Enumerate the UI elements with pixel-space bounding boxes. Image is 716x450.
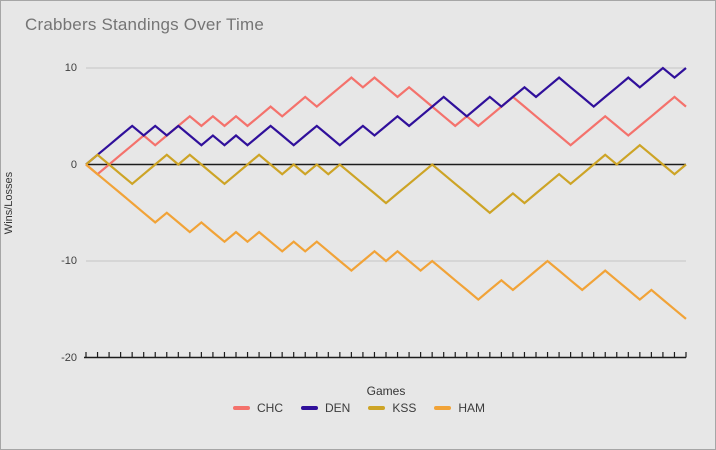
chart-title: Crabbers Standings Over Time xyxy=(25,15,264,34)
y-tick-label: -20 xyxy=(61,351,77,364)
series-line-CHC xyxy=(85,76,687,176)
legend-swatch-KSS xyxy=(368,406,386,410)
series-line-KSS xyxy=(85,143,687,215)
legend-item-DEN[interactable]: DEN xyxy=(300,401,351,415)
legend: CHC DEN KSS HAM xyxy=(1,401,715,415)
legend-swatch-HAM xyxy=(434,406,452,410)
series-line-DEN xyxy=(85,66,687,166)
legend-swatch-CHC xyxy=(232,406,250,410)
legend-label: CHC xyxy=(256,401,283,415)
legend-swatch-DEN xyxy=(300,406,318,410)
y-tick-label: 10 xyxy=(64,62,77,74)
x-axis-title: Games xyxy=(366,384,406,398)
legend-label: KSS xyxy=(392,401,417,415)
y-tick-label: -10 xyxy=(61,255,77,267)
legend-item-KSS[interactable]: KSS xyxy=(368,401,416,415)
y-tick-label: 0 xyxy=(70,158,77,171)
series-line-HAM xyxy=(85,163,687,320)
legend-label: DEN xyxy=(324,401,351,415)
legend-item-HAM[interactable]: HAM xyxy=(434,401,485,415)
legend-label: HAM xyxy=(458,401,486,415)
legend-item-CHC[interactable]: CHC xyxy=(232,401,283,415)
